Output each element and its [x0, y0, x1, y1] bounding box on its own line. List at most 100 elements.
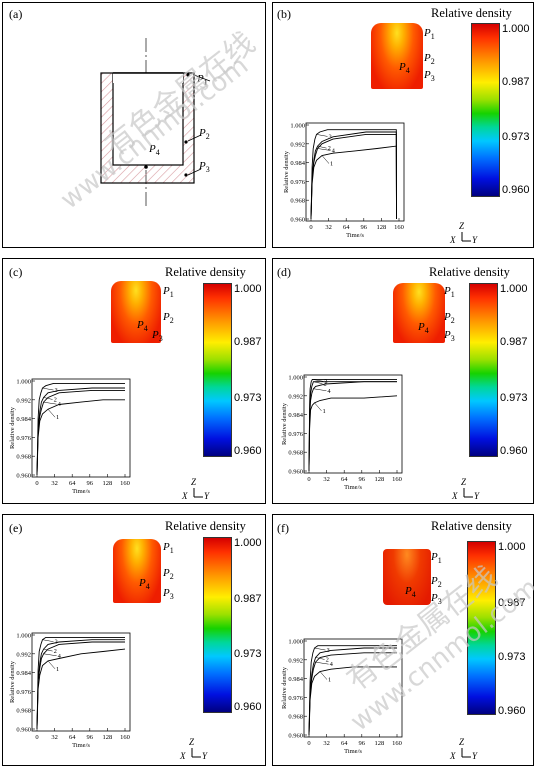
series-label-3: 3	[55, 387, 58, 394]
series-leader	[313, 388, 327, 391]
x-tick-label: 160	[394, 224, 404, 231]
x-tick-label: 64	[343, 224, 350, 231]
series-label-2: 2	[328, 145, 331, 152]
y-axis-label: Relative density	[9, 660, 16, 703]
series-line-4	[36, 641, 125, 730]
colorbar-tick: 0.987	[500, 336, 528, 348]
axis-y-label: Y	[474, 491, 480, 501]
y-tick-label: 0.976	[16, 435, 31, 442]
x-tick-label: 96	[359, 740, 366, 747]
y-tick-label: 0.976	[16, 689, 31, 696]
x-tick-label: 96	[87, 480, 94, 487]
colorbar-tick: 0.960	[500, 445, 528, 457]
series-line-4	[310, 133, 397, 220]
x-axis-label: Time/s	[72, 742, 90, 749]
point-p4-label: P4	[418, 321, 429, 336]
series-leader	[47, 660, 56, 670]
point-p4-label: P4	[137, 319, 148, 334]
y-tick-label: 0.992	[288, 657, 303, 664]
point-p4-label: P4	[139, 577, 150, 592]
point-p1-label: P1	[424, 27, 435, 42]
series-label-4: 4	[327, 388, 331, 395]
series-leader	[312, 379, 324, 382]
series-line-2	[36, 639, 125, 730]
point-p2-label: P2	[431, 575, 442, 590]
series-label-1: 1	[56, 414, 59, 421]
x-tick-label: 0	[307, 740, 310, 747]
x-tick-label: 160	[392, 740, 402, 747]
point-p1-label: P1	[444, 285, 455, 300]
density-contour-part	[111, 281, 161, 343]
colorbar-tick: 0.973	[234, 648, 262, 660]
density-contour-part	[383, 549, 431, 605]
series-leader	[316, 134, 328, 137]
series-leader	[43, 397, 53, 400]
panel-b: (b) Relative density P1 P2 P3 P4 1.000 0…	[272, 2, 534, 248]
colorbar	[203, 283, 232, 457]
axis-z-label: Z	[191, 477, 197, 487]
y-tick-label: 0.984	[290, 160, 305, 167]
series-line-1	[310, 145, 397, 220]
series-leader	[313, 381, 323, 384]
y-tick-label: 0.968	[288, 450, 303, 457]
y-tick-label: 0.984	[16, 416, 31, 423]
panel-e: (e) Relative density P1 P2 P3 P4 1.000 0…	[2, 514, 266, 766]
y-tick-label: 0.992	[16, 397, 31, 404]
axis-x-label: X	[450, 751, 456, 761]
y-tick-label: 0.976	[290, 179, 305, 186]
series-line-3	[36, 636, 125, 730]
axis-z-label: Z	[189, 737, 195, 747]
y-tick-label: 0.984	[288, 676, 303, 683]
y-axis-label: Relative density	[281, 666, 288, 709]
panel-a: (a) P1 P2 P3 P4	[2, 2, 266, 248]
colorbar-tick: 0.987	[502, 76, 530, 88]
die-cross-section	[100, 38, 211, 208]
x-tick-label: 64	[69, 480, 76, 487]
y-tick-label: 1.000	[290, 123, 305, 130]
series-leader	[43, 653, 57, 657]
y-tick-label: 0.968	[16, 708, 31, 715]
y-tick-label: 1.000	[16, 379, 31, 386]
x-tick-label: 32	[323, 740, 330, 747]
x-tick-label: 128	[103, 480, 113, 487]
point-p3-label: P3	[444, 329, 455, 344]
x-tick-label: 160	[120, 480, 130, 487]
point-p3-label: P3	[431, 592, 442, 607]
axis-triad: Z X Y	[177, 737, 213, 763]
axis-triad: Z X Y	[447, 737, 483, 763]
y-tick-label: 0.960	[288, 733, 303, 740]
axis-y-label: Y	[472, 235, 478, 245]
plot-frame	[31, 632, 131, 732]
series-label-4: 4	[58, 653, 62, 660]
colorbar	[467, 541, 496, 715]
colorbar-tick: 0.987	[234, 593, 262, 605]
y-axis-label: Relative density	[281, 402, 288, 445]
point-p2-label: P2	[163, 567, 174, 582]
series-leader	[315, 661, 329, 665]
series-line-2	[308, 381, 397, 472]
x-tick-label: 96	[87, 734, 94, 741]
point-p1-label: P1	[163, 541, 174, 556]
x-tick-label: 64	[341, 476, 348, 483]
x-tick-label: 128	[103, 734, 113, 741]
colorbar	[469, 283, 498, 457]
point-p3-label: P3	[163, 587, 174, 602]
x-tick-label: 128	[377, 224, 387, 231]
x-tick-label: 96	[359, 476, 366, 483]
colorbar-tick: 0.987	[498, 597, 526, 609]
y-tick-label: 1.000	[16, 633, 31, 640]
axis-y-label: Y	[472, 751, 478, 761]
y-axis-label: Relative density	[283, 150, 290, 193]
point-p2-label: P2	[444, 311, 455, 326]
point-p2-label: P2	[163, 311, 174, 326]
colorbar-tick: 0.960	[502, 184, 530, 196]
series-leader	[317, 148, 331, 151]
colorbar-tick: 0.960	[234, 445, 262, 457]
series-label-1: 1	[323, 408, 326, 415]
panel-label: (e)	[9, 521, 23, 535]
plot-frame	[303, 374, 403, 474]
y-tick-label: 0.968	[288, 714, 303, 721]
colorbar-tick: 1.000	[234, 537, 262, 549]
